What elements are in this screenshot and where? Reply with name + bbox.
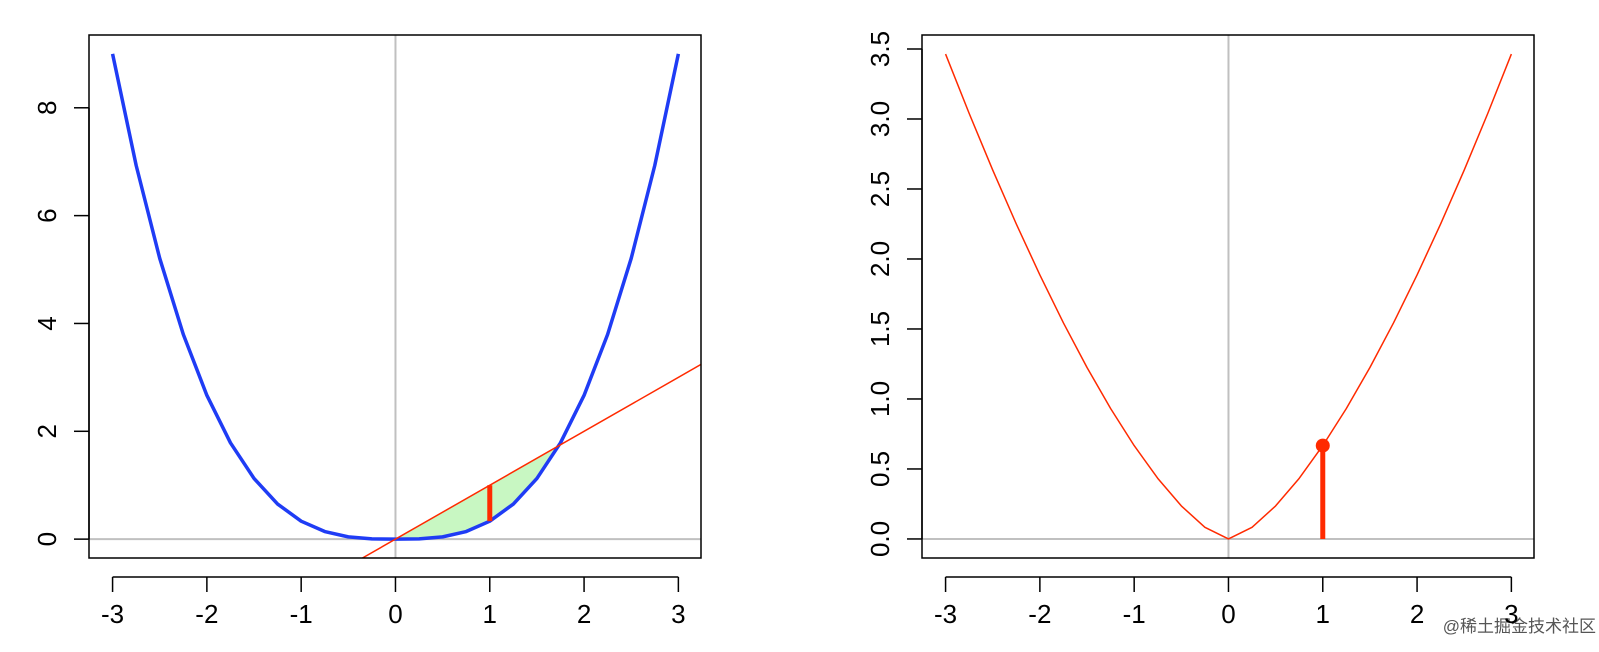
- x-tick-label: 3: [1504, 599, 1518, 629]
- x-tick-label: 1: [1316, 599, 1330, 629]
- x-tick-label: -2: [195, 599, 218, 629]
- y-tick-label: 8: [32, 101, 62, 115]
- x-tick-label: -1: [290, 599, 313, 629]
- y-tick-label: 2: [32, 424, 62, 438]
- y-tick-label: 0: [32, 532, 62, 546]
- x-tick-label: 3: [671, 599, 685, 629]
- y-tick-label: 4: [32, 316, 62, 330]
- x-tick-label: -3: [934, 599, 957, 629]
- x-tick-label: 2: [1410, 599, 1424, 629]
- y-tick-label: 1.0: [865, 381, 895, 417]
- y-tick-label: 0.5: [865, 451, 895, 487]
- x-tick-label: -2: [1028, 599, 1051, 629]
- y-tick-label: 0.0: [865, 521, 895, 557]
- y-tick-label: 1.5: [865, 311, 895, 347]
- y-tick-label: 2.5: [865, 171, 895, 207]
- line: [944, 53, 1513, 540]
- y-tick-label: 2.0: [865, 241, 895, 277]
- y-tick-label: 6: [32, 208, 62, 222]
- line: [362, 363, 701, 558]
- y-tick-label: 3.0: [865, 101, 895, 137]
- y-tick-label: 3.5: [865, 31, 895, 67]
- plot-area: [89, 35, 701, 558]
- x-tick-label: 2: [577, 599, 591, 629]
- x-tick-label: -1: [1123, 599, 1146, 629]
- x-tick-label: 0: [388, 599, 402, 629]
- x-tick-label: -3: [101, 599, 124, 629]
- x-tick-label: 1: [483, 599, 497, 629]
- x-tick-label: 0: [1221, 599, 1235, 629]
- point: [1315, 438, 1330, 453]
- plot-area: [922, 35, 1534, 558]
- watermark: @稀土掘金技术社区: [1443, 617, 1596, 636]
